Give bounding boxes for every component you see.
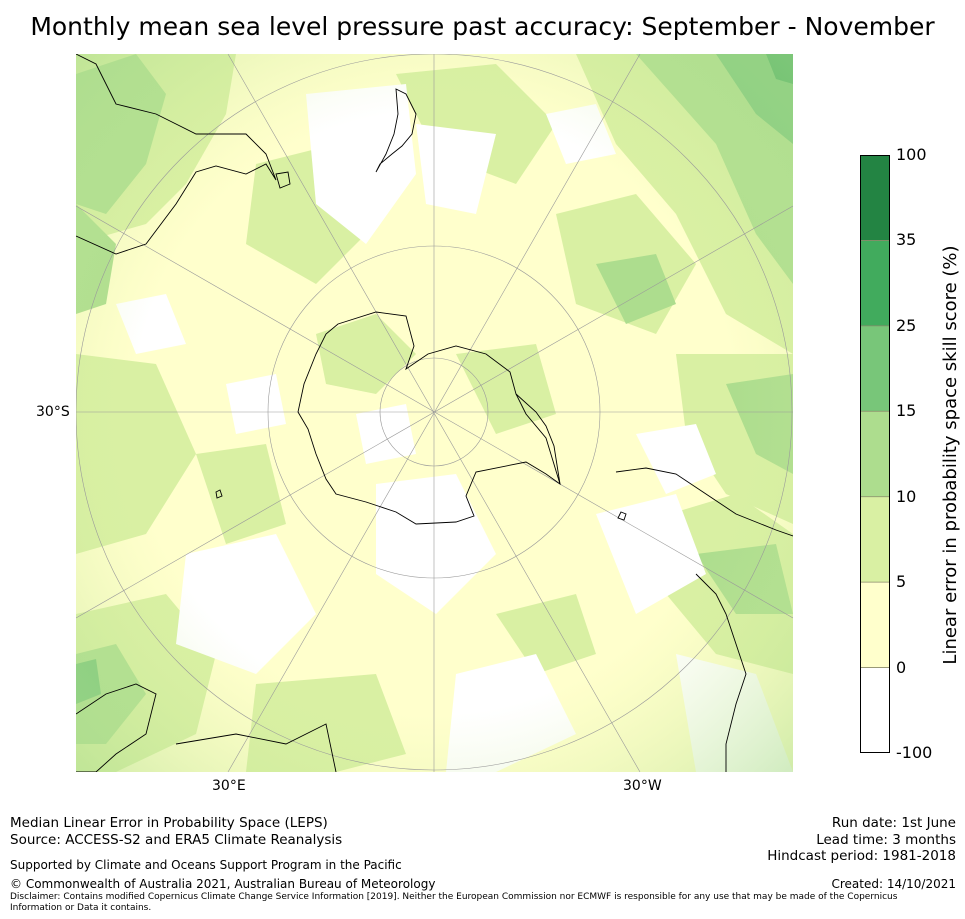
footer-created: Created: 14/10/2021 [831,877,956,891]
polar-skill-map [76,54,793,772]
africa-coast [76,683,337,772]
south-america-coast [615,467,793,772]
colorbar [860,155,890,753]
footer-support: Supported by Climate and Oceans Support … [10,858,402,872]
new-zealand-coast [375,88,417,173]
colorbar-tick-label: 0 [896,657,907,677]
colorbar-bin [860,411,890,497]
colorbar-tick-label: 15 [896,401,917,421]
latitude-label-30s: 30°S [36,404,70,420]
kerguelen-coast [215,489,223,499]
australia-coast [76,54,277,255]
colorbar-tick-label: 35 [896,230,917,250]
tasmania-coast [275,171,291,189]
footer-disclaimer: Disclaimer: Contains modified Copernicus… [10,892,898,913]
graticule [76,54,793,772]
colorbar-bin [860,155,890,241]
colorbar-tick-label: 25 [896,315,917,335]
footer-method: Median Linear Error in Probability Space… [10,815,328,831]
colorbar-tick-label: 100 [896,145,927,164]
footer-run-date: Run date: 1st June [831,815,956,831]
colorbar-tick-label: -100 [896,743,933,762]
colorbar-bin [860,582,890,668]
antarctica-coast [297,311,561,525]
colorbar-tick-label: 10 [896,486,917,506]
footer-copyright: © Commonwealth of Australia 2021, Austra… [10,877,436,891]
map-title: Monthly mean sea level pressure past acc… [30,12,935,41]
falklands-coast [617,511,627,521]
colorbar-label: Linear error in probability space skill … [940,245,961,665]
colorbar-bin [860,240,890,326]
colorbar-tick-label: 5 [896,572,907,592]
colorbar-bin [860,325,890,412]
footer-source: Source: ACCESS-S2 and ERA5 Climate Reana… [10,832,343,848]
longitude-label-30w: 30°W [623,778,662,794]
footer-hindcast: Hindcast period: 1981-2018 [767,848,956,864]
antarctic-peninsula-coast [515,393,561,485]
colorbar-bin [860,496,890,583]
colorbar-bin [860,667,890,753]
footer-lead-time: Lead time: 3 months [816,832,956,848]
coastlines [76,54,793,772]
longitude-label-30e: 30°E [212,778,246,794]
